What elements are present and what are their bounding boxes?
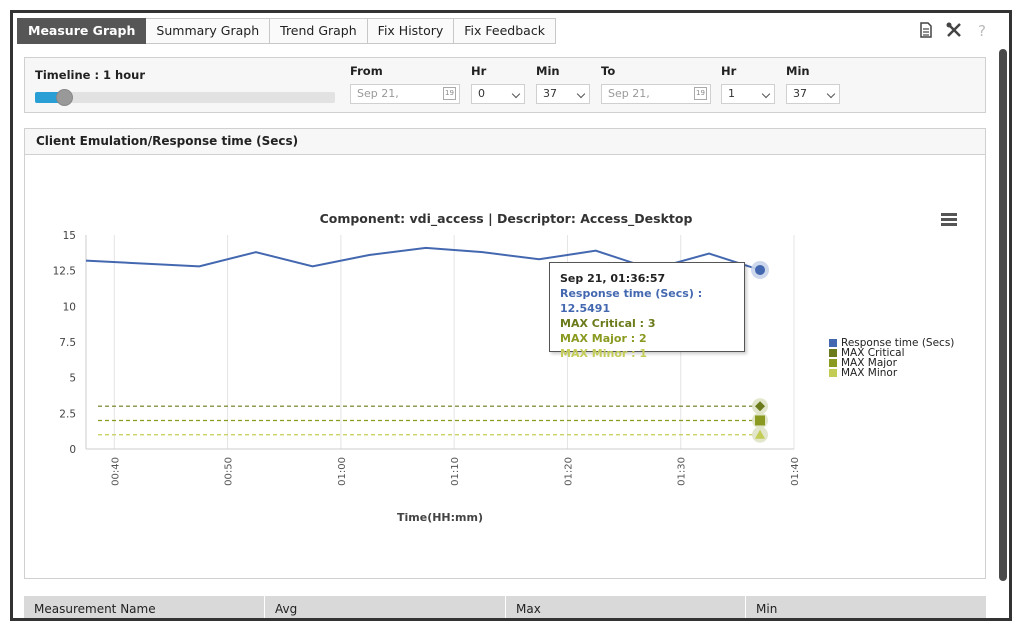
tab-trend-graph[interactable]: Trend Graph: [270, 18, 368, 44]
tools-icon[interactable]: [945, 21, 963, 39]
legend-swatch: [829, 359, 837, 367]
from-min-label: Min: [536, 64, 560, 78]
chevron-down-icon: [761, 89, 771, 99]
to-date-input[interactable]: Sep 21, 19: [601, 84, 711, 104]
from-hr-label: Hr: [471, 64, 487, 78]
threshold-marker-major: [755, 415, 766, 426]
column-header-avg[interactable]: Avg: [265, 596, 506, 618]
chart-title: Component: vdi_access | Descriptor: Acce…: [320, 211, 693, 227]
tooltip-date: Sep 21, 01:36:57: [560, 272, 666, 285]
help-icon[interactable]: ?: [973, 21, 991, 40]
measurement-table-header: Measurement Name Avg Max Min: [24, 596, 986, 618]
to-label: To: [601, 64, 616, 78]
x-tick-label: 00:50: [224, 457, 235, 486]
legend-swatch: [829, 339, 837, 347]
x-tick-label: 01:00: [337, 457, 348, 486]
calendar-icon[interactable]: 19: [694, 87, 707, 100]
x-tick-label: 01:10: [450, 457, 461, 486]
legend-item-response[interactable]: Response time (Secs): [829, 338, 954, 348]
from-min-select[interactable]: 37: [536, 84, 590, 104]
to-hr-select[interactable]: 1: [721, 84, 775, 104]
x-axis-title: Time(HH:mm): [397, 511, 483, 524]
column-header-min[interactable]: Min: [756, 602, 778, 616]
x-tick-label: 01:20: [563, 457, 574, 486]
legend-swatch: [829, 349, 837, 357]
tab-bar: Measure Graph Summary Graph Trend Graph …: [17, 18, 556, 44]
legend-swatch: [829, 369, 837, 377]
legend-label: MAX Major: [841, 357, 897, 369]
timeline-slider[interactable]: [35, 89, 335, 106]
to-min-select[interactable]: 37: [786, 84, 840, 104]
from-label: From: [350, 64, 383, 78]
y-tick-label: 10: [63, 301, 76, 313]
tooltip-minor: MAX Minor : 1: [560, 347, 648, 360]
vertical-scrollbar[interactable]: [999, 49, 1007, 581]
x-tick-label: 01:40: [790, 457, 801, 486]
chart-tooltip: Sep 21, 01:36:57 Response time (Secs) : …: [549, 262, 745, 360]
chart-legend: Response time (Secs) MAX Critical MAX Ma…: [829, 338, 954, 378]
filter-panel: Timeline : 1 hour From Sep 21, 19 Hr 0 M…: [24, 57, 986, 113]
tooltip-major: MAX Major : 2: [560, 332, 647, 345]
from-hr-value: 0: [478, 87, 485, 100]
tooltip-response: Response time (Secs) : 12.5491: [560, 287, 703, 315]
y-tick-label: 2.5: [59, 408, 76, 420]
to-date-value: Sep 21,: [608, 87, 650, 100]
legend-label: Response time (Secs): [841, 337, 955, 349]
to-min-label: Min: [786, 64, 810, 78]
chevron-down-icon: [826, 89, 836, 99]
from-min-value: 37: [543, 87, 557, 100]
tab-fix-history[interactable]: Fix History: [367, 18, 455, 44]
legend-item-major[interactable]: MAX Major: [829, 358, 954, 368]
from-hr-select[interactable]: 0: [471, 84, 525, 104]
x-tick-label: 01:30: [677, 457, 688, 486]
legend-item-minor[interactable]: MAX Minor: [829, 368, 954, 378]
timeline-slider-handle[interactable]: [56, 89, 73, 106]
x-tick-label: 00:40: [110, 457, 121, 486]
threshold-marker-minor: [755, 429, 766, 439]
to-hr-label: Hr: [721, 64, 737, 78]
from-date-input[interactable]: Sep 21, 19: [350, 84, 460, 104]
legend-label: MAX Critical: [841, 347, 905, 359]
tab-fix-feedback[interactable]: Fix Feedback: [454, 18, 556, 44]
chart-menu-icon[interactable]: [941, 213, 957, 227]
hover-point: [755, 264, 766, 275]
tab-measure-graph[interactable]: Measure Graph: [17, 18, 147, 44]
from-date-value: Sep 21,: [357, 87, 399, 100]
column-header-max[interactable]: Max: [506, 596, 746, 618]
document-icon[interactable]: [917, 21, 935, 39]
y-tick-label: 7.5: [59, 337, 76, 349]
graph-panel: Client Emulation/Response time (Secs) Co…: [24, 128, 986, 579]
to-min-value: 37: [793, 87, 807, 100]
legend-label: MAX Minor: [841, 367, 898, 379]
graph-panel-title: Client Emulation/Response time (Secs): [25, 129, 985, 155]
y-tick-label: 15: [63, 230, 76, 242]
svg-text:?: ?: [978, 22, 986, 39]
y-tick-label: 5: [69, 373, 76, 385]
tab-summary-graph[interactable]: Summary Graph: [146, 18, 271, 44]
top-toolbar: ?: [917, 21, 991, 40]
timeline-slider-fill: [35, 92, 62, 103]
timeline-label: Timeline : 1 hour: [35, 68, 145, 82]
legend-item-critical[interactable]: MAX Critical: [829, 348, 954, 358]
y-tick-label: 12.5: [53, 266, 76, 278]
threshold-marker-critical: [755, 401, 766, 412]
main-window: Measure Graph Summary Graph Trend Graph …: [10, 10, 1012, 621]
chevron-down-icon: [576, 89, 586, 99]
column-header-measurement-name[interactable]: Measurement Name: [24, 596, 265, 618]
y-tick-label: 0: [69, 444, 76, 456]
to-hr-value: 1: [728, 87, 735, 100]
tooltip-critical: MAX Critical : 3: [560, 317, 656, 330]
chevron-down-icon: [511, 89, 521, 99]
calendar-icon[interactable]: 19: [443, 87, 456, 100]
